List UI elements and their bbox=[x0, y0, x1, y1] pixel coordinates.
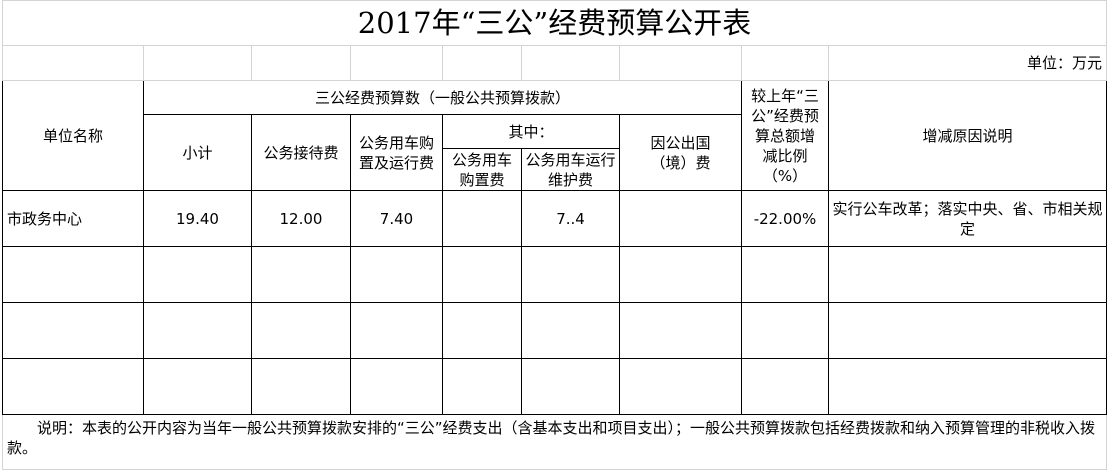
cell-vehicle-maintenance: 7..4 bbox=[521, 190, 620, 247]
cell-vehicle: 7.40 bbox=[350, 190, 443, 247]
header-unit-name: 单位名称 bbox=[2, 80, 144, 191]
header-subtotal: 小计 bbox=[143, 114, 252, 191]
header-of-which: 其中： bbox=[442, 114, 620, 149]
header-vehicle-purchase: 公务用车购置费 bbox=[442, 148, 522, 191]
table-row bbox=[2, 302, 1107, 359]
header-overseas: 因公出国（境）费 bbox=[619, 114, 742, 191]
cell-overseas bbox=[619, 190, 742, 247]
page-title: 2017年“三公”经费预算公开表 bbox=[2, 0, 1107, 46]
footnote-text: 说明：本表的公开内容为当年一般公共预算拨款安排的“三公”经费支出（含基本支出和项… bbox=[7, 419, 1096, 457]
cell-unit-name: 市政务中心 bbox=[2, 190, 144, 247]
cell-vehicle-purchase bbox=[442, 190, 522, 247]
cell-subtotal: 19.40 bbox=[143, 190, 252, 247]
table-row bbox=[2, 246, 1107, 303]
header-budget-group: 三公经费预算数（一般公共预算拨款） bbox=[143, 80, 742, 115]
unit-label: 单位：万元 bbox=[828, 45, 1107, 81]
header-vehicle: 公务用车购置及运行费 bbox=[350, 114, 443, 191]
cell-change-ratio: -22.00% bbox=[741, 190, 829, 247]
table-row bbox=[2, 358, 1107, 415]
header-reception: 公务接待费 bbox=[251, 114, 351, 191]
header-vehicle-maintenance: 公务用车运行维护费 bbox=[521, 148, 620, 191]
table-row: 市政务中心 19.40 12.00 7.40 7..4 -22.00% 实行公车… bbox=[2, 190, 1107, 247]
cell-reason: 实行公车改革；落实中央、省、市相关规定 bbox=[828, 190, 1107, 247]
cell-reception: 12.00 bbox=[251, 190, 351, 247]
header-reason: 增减原因说明 bbox=[828, 80, 1107, 191]
footnote: 说明：本表的公开内容为当年一般公共预算拨款安排的“三公”经费支出（含基本支出和项… bbox=[2, 414, 1107, 470]
header-change-ratio: 较上年“三公”经费预算总额增减比例（%） bbox=[741, 80, 829, 191]
